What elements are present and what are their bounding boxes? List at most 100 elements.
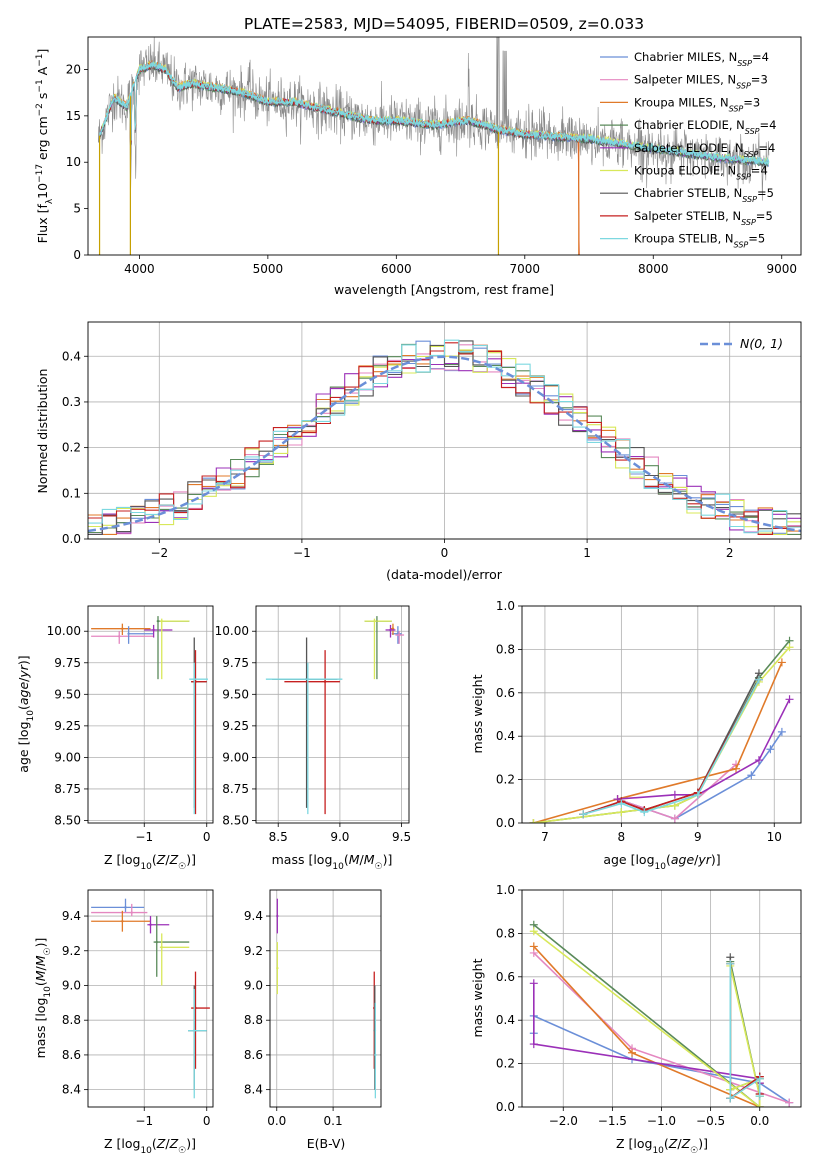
y-tick-label: 0.2 [62, 441, 81, 455]
y-tick-label: 0 [73, 248, 81, 262]
legend-name: Chabrier MILES [634, 50, 721, 64]
legend-label-7: Salpeter STELIB, NSSP=5 [634, 209, 773, 227]
label-part: Z [681, 1136, 691, 1151]
series-marker [755, 1074, 764, 1083]
label-part: −1 [35, 54, 45, 67]
x-tick-label: 9.5 [392, 830, 411, 844]
legend-nssp: 5 [767, 186, 774, 200]
legend-n: , N [725, 209, 741, 223]
series-marker [529, 1040, 538, 1049]
label-part: −17 [35, 164, 45, 183]
label-part: log [121, 1136, 140, 1151]
y-tick-label: 8.8 [62, 1013, 81, 1027]
x-tick-label: 0 [203, 830, 211, 844]
label-part: ( [664, 1136, 669, 1151]
series-marker [628, 1048, 637, 1057]
axes-frame [255, 605, 410, 824]
y-tick-label: 8.50 [222, 813, 249, 827]
label-part: M [33, 970, 48, 981]
plot-area [276, 898, 377, 1099]
y-tick-label: 1.0 [496, 599, 515, 613]
y-tick-label: 5 [73, 202, 81, 216]
label-part: erg cm [35, 116, 50, 164]
legend-name: Chabrier ELODIE [634, 118, 729, 132]
label-part: )] [383, 852, 393, 867]
label-part: age [ [603, 852, 635, 867]
series-marker [670, 790, 679, 799]
series-marker [617, 799, 626, 808]
label-part: ( [16, 705, 31, 710]
label-part: ☉ [375, 862, 383, 872]
y-tick-label: 9.50 [222, 687, 249, 701]
axes-age-vs-mass: 8.5 9.0 9.5 8.50 8.75 9.00 9.25 9.50 9.75 10.00 ma… [215, 605, 411, 872]
plot-area [88, 339, 801, 535]
series-line-6 [582, 672, 760, 816]
data-point [193, 1029, 196, 1032]
legend-nssp: 4 [762, 50, 769, 64]
x-tick-label: −2 [150, 546, 168, 560]
label-part: 10 [140, 862, 152, 872]
data-point [152, 628, 155, 632]
label-part: 10 [655, 862, 667, 872]
legend-label-3: Chabrier ELODIE, NSSP=4 [634, 118, 776, 136]
series-marker [726, 1094, 735, 1103]
x-tick-label: −1 [135, 1114, 153, 1128]
data-point [397, 633, 401, 637]
axes-frame [521, 605, 802, 824]
label-part: yr [16, 664, 31, 678]
y-tick-label: 9.50 [54, 687, 81, 701]
data-point [124, 906, 127, 909]
data-point [155, 940, 158, 944]
x-tick-label: 0 [441, 546, 449, 560]
x-tick-label: 9.0 [330, 830, 349, 844]
series-line-5 [533, 646, 791, 823]
axes-frame [521, 889, 802, 1108]
axes-residuals: −2 −1 0 1 2 0.0 0.1 0.2 0.3 0.4 N(0, 1) (data-model… [35, 321, 802, 582]
legend-sub: SSP [741, 217, 756, 226]
y-tick-label: 8.4 [244, 1083, 263, 1097]
label-part: 10 [35, 183, 50, 199]
label-part: )] [16, 655, 31, 665]
label-part: log [16, 721, 31, 740]
series-marker [754, 675, 763, 684]
series-marker [529, 942, 538, 951]
y-tick-label: 0.0 [496, 1100, 515, 1114]
label-part: )] [698, 1136, 708, 1151]
legend-eq: = [756, 209, 766, 223]
legend-label-0: Chabrier MILES, NSSP=4 [634, 50, 769, 68]
x-axis-label: Z [log10(Z/Z☉)] [104, 852, 196, 872]
label-part: / [33, 965, 48, 970]
data-point [373, 619, 376, 623]
x-tick-label: 0.0 [750, 1114, 769, 1128]
label-part: / [16, 677, 31, 682]
axes-mass-vs-EBV: 0.0 0.1 8.4 8.6 8.8 9.0 9.2 9.4 E(B-V) [244, 889, 382, 1151]
series-marker [755, 1092, 764, 1101]
data-point [276, 966, 279, 970]
plot-area [98, 37, 770, 255]
normal-curve [88, 355, 801, 533]
legend-sub: SSP [737, 59, 752, 68]
label-part: ☉ [178, 862, 186, 872]
label-part: mass [ [33, 1017, 48, 1059]
series-marker [785, 643, 794, 652]
x-tick-label: 5000 [253, 262, 284, 276]
label-part: age [16, 682, 31, 706]
figure-title: PLATE=2583, MJD=54095, FIBERID=0509, z=0… [244, 15, 644, 33]
label-part: log [633, 1136, 652, 1151]
y-tick-label: 8.75 [54, 782, 81, 796]
x-tick-label: 7 [541, 830, 549, 844]
label-part: ( [152, 852, 157, 867]
data-point [306, 677, 310, 681]
legend-n: , N [713, 95, 729, 109]
series-marker [777, 658, 786, 667]
x-tick-label: −1 [135, 830, 153, 844]
label-part: log [33, 998, 48, 1017]
legend-eq: = [758, 141, 768, 155]
plot-area [91, 616, 208, 815]
axes-frame [87, 36, 802, 256]
legend-n: , N [720, 164, 736, 178]
label-part: 10 [332, 862, 344, 872]
series-marker [755, 1103, 764, 1107]
label-part: λ [45, 198, 55, 204]
